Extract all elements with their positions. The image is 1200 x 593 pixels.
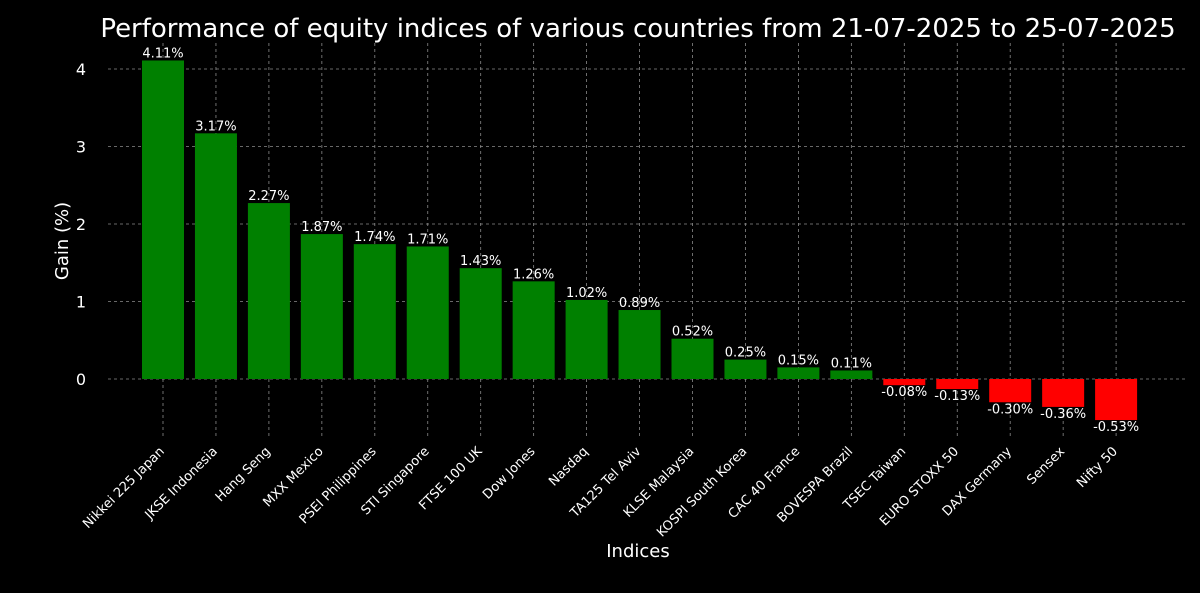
- data-label-nasdaq: 1.02%: [566, 286, 607, 301]
- y-tick-label: 2: [76, 215, 86, 234]
- bar-psei-philippines: [353, 244, 396, 379]
- data-label-nifty-50: -0.53%: [1093, 420, 1139, 435]
- x-tick-label-dow-jones: Dow Jones: [480, 444, 539, 503]
- data-label-bovespa-brazil: 0.11%: [831, 356, 872, 371]
- data-label-dow-jones: 1.26%: [513, 267, 554, 282]
- x-tick-label-kospi-south-korea: KOSPI South Korea: [654, 444, 750, 540]
- y-tick-label: 0: [76, 370, 86, 389]
- bar-cac-40-france: [777, 367, 820, 379]
- y-tick-label: 1: [76, 293, 86, 312]
- bar-euro-stoxx-50: [936, 379, 979, 390]
- bar-nifty-50: [1095, 379, 1138, 421]
- bar-kospi-south-korea: [724, 359, 767, 379]
- data-label-hang-seng: 2.27%: [248, 189, 289, 204]
- x-tick-label-sensex: Sensex: [1024, 444, 1068, 488]
- y-tick-label: 4: [76, 60, 86, 79]
- bar-jkse-indonesia: [194, 133, 237, 379]
- bar-bovespa-brazil: [830, 370, 873, 379]
- x-tick-label-nasdaq: Nasdaq: [546, 444, 591, 489]
- bar-nasdaq: [565, 299, 608, 379]
- bars: [142, 60, 1138, 421]
- data-label-cac-40-france: 0.15%: [778, 353, 819, 368]
- bar-ta125-tel-aviv: [618, 310, 661, 379]
- bar-dow-jones: [512, 281, 555, 379]
- data-label-jkse-indonesia: 3.17%: [195, 119, 236, 134]
- data-label-ta125-tel-aviv: 0.89%: [619, 296, 660, 311]
- bar-tsec-taiwan: [883, 379, 926, 386]
- bar-nikkei-225-japan: [142, 60, 184, 379]
- data-label-sti-singapore: 1.71%: [407, 232, 448, 247]
- x-tick-label-nifty-50: Nifty 50: [1074, 444, 1121, 491]
- bar-sensex: [1042, 379, 1085, 407]
- data-labels: 4.11% 3.17% 2.27% 1.87% 1.74% 1.71% 1.43% 1.26%…: [142, 46, 1139, 435]
- bar-dax-germany: [989, 379, 1032, 403]
- x-axis-label: Indices: [606, 541, 670, 562]
- data-label-sensex: -0.36%: [1040, 407, 1086, 422]
- bar-hang-seng: [247, 203, 290, 379]
- data-label-ftse-100-uk: 1.43%: [460, 254, 501, 269]
- bar-ftse-100-uk: [459, 268, 502, 379]
- bar-sti-singapore: [406, 246, 449, 379]
- bar-klse-malaysia: [671, 338, 714, 379]
- data-label-kospi-south-korea: 0.25%: [725, 346, 766, 361]
- data-label-klse-malaysia: 0.52%: [672, 325, 713, 340]
- data-label-tsec-taiwan: -0.08%: [881, 385, 927, 400]
- chart-title: Performance of equity indices of various…: [100, 14, 1175, 44]
- data-label-dax-germany: -0.30%: [987, 402, 1033, 417]
- data-label-euro-stoxx-50: -0.13%: [934, 389, 980, 404]
- bar-mxx-mexico: [300, 234, 343, 379]
- data-label-nikkei-225-japan: 4.11%: [142, 46, 183, 61]
- data-label-psei-philippines: 1.74%: [354, 230, 395, 245]
- y-tick-label: 3: [76, 138, 86, 157]
- y-axis-label: Gain (%): [52, 202, 73, 280]
- data-label-mxx-mexico: 1.87%: [301, 220, 342, 235]
- y-axis-ticks: 0 1 2 3 4: [76, 60, 86, 389]
